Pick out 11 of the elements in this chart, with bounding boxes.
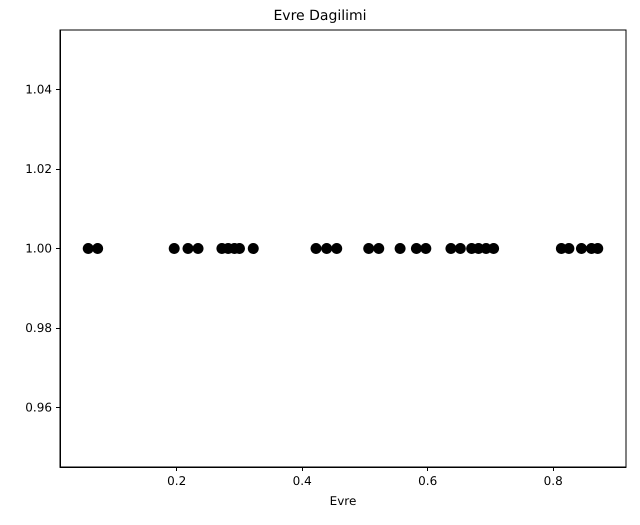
x-tick-label: 0.8 [544,474,563,488]
chart-title: Evre Dagilimi [273,8,367,24]
y-tick-label: 1.04 [25,82,52,97]
x-tick-label: 0.2 [167,474,186,488]
x-tick-label: 0.4 [292,474,312,488]
y-tick-label: 0.96 [25,400,52,414]
y-tick-label: 1.00 [25,242,52,256]
y-tick-label: 0.98 [25,320,52,335]
x-axis-title: Evre [330,494,356,508]
x-tick-label: 0.6 [418,474,438,488]
y-tick-label: 1.02 [25,162,52,176]
